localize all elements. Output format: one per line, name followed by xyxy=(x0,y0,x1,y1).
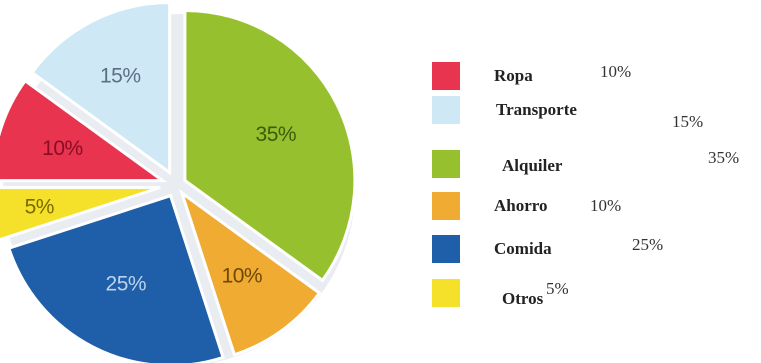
legend-value-otros: 5% xyxy=(546,279,569,298)
pie-chart: 35% 10% 25% 5% 10% 15% xyxy=(0,1,357,363)
legend-label-transporte: Transporte xyxy=(496,100,577,119)
pie-slice-alquiler xyxy=(183,8,357,283)
legend-swatch-ropa xyxy=(432,62,460,90)
legend-swatch-ahorro xyxy=(432,192,460,220)
legend-value-alquiler: 35% xyxy=(708,148,740,167)
legend-label-ahorro: Ahorro xyxy=(494,196,548,215)
slice-label-otros: 5% xyxy=(25,196,54,219)
legend-swatch-comida xyxy=(432,235,460,263)
pie-slice-ropa xyxy=(0,78,168,183)
pie-slice-transporte xyxy=(30,1,172,176)
legend-swatch-alquiler xyxy=(432,150,460,178)
legend-label-comida: Comida xyxy=(494,239,552,258)
slice-label-transporte: 15% xyxy=(100,65,141,88)
legend-label-ropa: Ropa xyxy=(494,66,533,85)
legend-swatch-otros xyxy=(432,279,460,307)
legend-value-transporte: 15% xyxy=(672,112,704,131)
pie-slice-otros xyxy=(0,186,161,242)
slice-label-alquiler: 35% xyxy=(256,123,297,146)
legend-value-ropa: 10% xyxy=(600,62,632,81)
pie-slice-comida xyxy=(6,193,225,363)
slice-label-ropa: 10% xyxy=(42,137,83,160)
legend-label-otros: Otros xyxy=(502,289,544,308)
slice-label-ahorro: 10% xyxy=(222,265,263,288)
slice-label-comida: 25% xyxy=(106,273,147,296)
legend-value-ahorro: 10% xyxy=(590,196,622,215)
legend-value-comida: 25% xyxy=(632,235,664,254)
pie-slice-ahorro xyxy=(179,189,322,357)
legend-label-alquiler: Alquiler xyxy=(502,156,563,175)
legend-swatch-transporte xyxy=(432,96,460,124)
